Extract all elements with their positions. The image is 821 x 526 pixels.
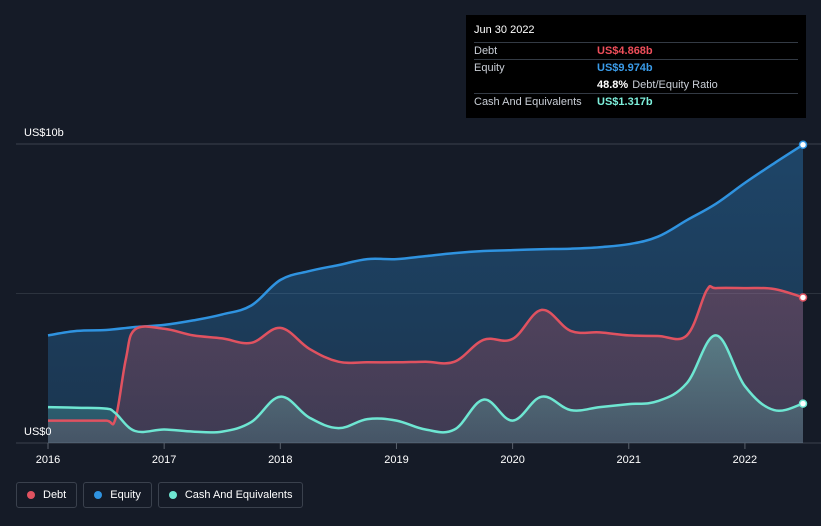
tooltip-cash-label: Cash And Equivalents (474, 96, 582, 108)
tooltip-date: Jun 30 2022 (474, 24, 535, 36)
legend-item-cash[interactable]: Cash And Equivalents (157, 482, 304, 508)
x-tick-label: 2019 (384, 454, 408, 466)
x-tick-label: 2016 (36, 454, 60, 466)
cash-and-equivalents-area (48, 335, 803, 443)
x-tick-label: 2018 (268, 454, 292, 466)
tooltip-ratio-label: Debt/Equity Ratio (632, 79, 718, 91)
legend-debt-label: Debt (43, 489, 67, 501)
tooltip-debt-label: Debt (474, 45, 498, 57)
x-tick-label: 2021 (617, 454, 641, 466)
legend-debt-dot (27, 491, 35, 499)
debt-end-marker (798, 293, 808, 302)
x-tick-label: 2017 (152, 454, 176, 466)
tooltip-row-equity: Equity US$9.974b (474, 59, 798, 76)
tooltip-equity-label: Equity (474, 62, 505, 74)
legend-cash-dot (168, 491, 177, 499)
cash-and-equivalents-line (47, 334, 804, 434)
equity-line (47, 143, 804, 337)
y-tick-label: US$10b (24, 127, 64, 139)
tooltip-row-debt: Debt US$4.868b (474, 42, 798, 59)
x-tick-label: 2020 (500, 454, 524, 466)
legend-cash-label: Cash And Equivalents (184, 489, 293, 501)
tooltip-row-ratio: 48.8% Debt/Equity Ratio (474, 76, 798, 93)
tooltip-debt-value: US$4.868b (597, 45, 653, 57)
y-tick-label: US$0 (24, 426, 52, 438)
tooltip-ratio-spacer (474, 77, 597, 93)
debt-area (48, 286, 803, 443)
tooltip-ratio-value: 48.8% (597, 79, 629, 91)
chart-legend: Debt Equity Cash And Equivalents (16, 482, 304, 508)
cash-and-equivalents-end-marker (798, 399, 808, 408)
legend-item-equity[interactable]: Equity (83, 482, 152, 508)
tooltip-cash-value: US$1.317b (597, 96, 653, 108)
legend-equity-label: Equity (110, 489, 141, 501)
legend-equity-dot (94, 491, 103, 499)
x-tick-label: 2022 (733, 454, 757, 466)
debt-line (47, 284, 804, 426)
equity-end-marker (798, 140, 808, 150)
tooltip-panel: Jun 30 2022 Debt US$4.868b Equity US$9.9… (466, 15, 806, 118)
legend-item-debt[interactable]: Debt (16, 482, 78, 508)
tooltip-row-cash: Cash And Equivalents US$1.317b (474, 93, 798, 110)
tooltip-equity-value: US$9.974b (597, 62, 653, 74)
